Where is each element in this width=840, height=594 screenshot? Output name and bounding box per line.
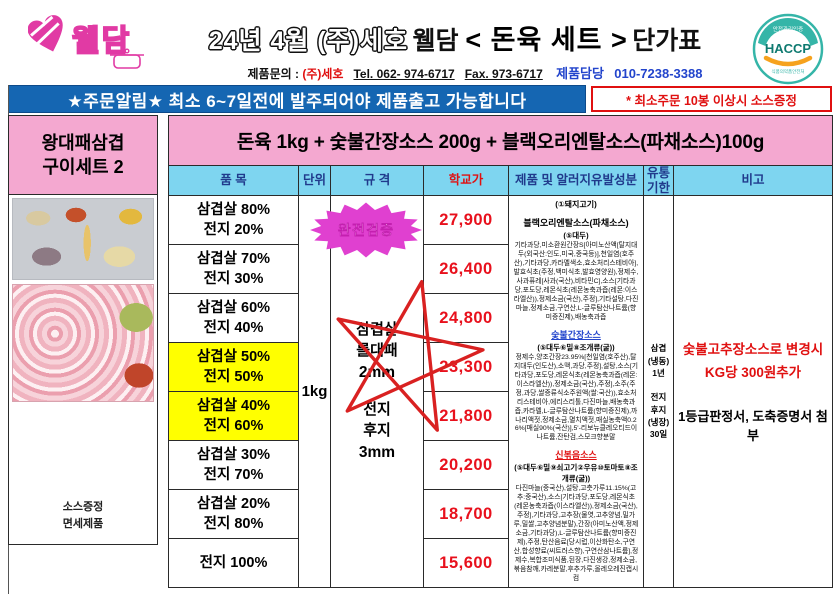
set-name-cell: 왕대패삼겹 구이세트 2: [8, 115, 158, 195]
price-table: 돈육 1kg + 숯불간장소스 200g + 블랙오리엔탈소스(파채소스)100…: [168, 115, 833, 589]
col-header-ingredients: 제품 및 알러지유발성분: [508, 165, 644, 196]
ingredients-cell: (①돼지고기) 블랙오리엔탈소스(파채소스) (⑤대두) 기타과당,미소환원간장…: [508, 194, 644, 589]
price-cell: 15,600: [423, 537, 509, 589]
item-cell: 전지 100%: [168, 537, 299, 589]
set-composition: 돈육 1kg + 숯불간장소스 200g + 블랙오리엔탈소스(파채소스)100…: [168, 115, 833, 166]
logo-pot-icon: [110, 48, 144, 69]
contact-company: (주)세호: [302, 67, 344, 81]
col-header-price: 학교가: [423, 165, 509, 196]
min-order-box: * 최소주문 10봉 이상시 소스증정: [591, 86, 832, 112]
ingredient-black-sauce-title: 블랙오리엔탈소스(파채소스): [523, 218, 629, 228]
col-header-note: 비고: [673, 165, 833, 196]
table-row: 삼겹살 70% 전지 30% 26,400: [168, 244, 833, 294]
haccp-badge: 안전관리인증 HACCP 식품의약품안전처: [752, 13, 824, 85]
title-set-name: < 돈육 세트 >: [465, 25, 628, 55]
photo-lunch-tray: [12, 198, 154, 280]
price-cell: 18,700: [423, 489, 509, 539]
min-order-text: * 최소주문 10봉 이상시 소스증정: [626, 93, 797, 108]
svg-text:식품의약품안전처: 식품의약품안전처: [771, 68, 804, 75]
table-row: 삼겹살 80% 전지 20% 1kg 삼겹살 롤대패 2mm 전지 후지 3mm …: [168, 194, 833, 589]
svg-text:HACCP: HACCP: [765, 41, 812, 56]
logo-heart-icon: [28, 15, 63, 52]
price-cell: 27,900: [423, 195, 509, 245]
note-red-text: 숯불고추장소스로 변경시 KG당 300원추가: [682, 341, 824, 380]
item-cell: 삼겹살 70% 전지 30%: [168, 244, 299, 294]
set-name-line1: 왕대패삼겹: [41, 132, 125, 153]
title-date-company: 24년 4월 (주)세호: [208, 27, 408, 55]
table-row: 전지 100% 15,600: [168, 537, 833, 589]
price-cell: 20,200: [423, 440, 509, 490]
svg-text:안전관리인증: 안전관리인증: [773, 25, 803, 33]
title-suffix: 단가표: [632, 27, 702, 55]
col-header-item: 품 목: [168, 165, 299, 196]
product-column: 왕대패삼겹 구이세트 2 소스증정 면세제품: [8, 115, 158, 545]
ingredient-new-sauce-title: 신볶음소스: [555, 450, 597, 461]
item-cell: 삼겹살 60% 전지 40%: [168, 293, 299, 343]
table-row: 삼겹살 20% 전지 80% 18,700: [168, 489, 833, 539]
unit-cell: 1kg: [298, 194, 331, 589]
photo-pork-rolls: [12, 284, 154, 402]
contact-phone: 010-7238-3388: [614, 66, 703, 81]
price-cell: 26,400: [423, 244, 509, 294]
col-header-unit: 단위: [298, 165, 331, 196]
svg-text:완전검증: 완전검증: [338, 221, 394, 239]
page-title: 24년 4월 (주)세호 웰담 < 돈육 세트 > 단가표: [150, 18, 760, 57]
shelf-life-cell: 삼겹 (냉동) 1년 전지 후지 (냉장) 30일: [643, 194, 674, 589]
item-cell: 삼겹살 80% 전지 20%: [168, 195, 299, 245]
table-row: 삼겹살 30% 전지 70% 20,200: [168, 440, 833, 490]
col-header-shelf: 유통 기한: [643, 165, 674, 196]
order-notice-text: ★주문알림★ 최소 6~7일전에 발주되어야 제품출고 가능합니다: [67, 91, 527, 111]
price-cell: 24,800: [423, 293, 509, 343]
item-cell: 삼겹살 40% 전지 60%: [168, 391, 299, 441]
contact-tel: Tel. 062- 974-6717: [353, 67, 455, 81]
set-name-line2: 구이세트 2: [42, 157, 124, 177]
product-photos-cell: 소스증정 면세제품: [8, 195, 158, 545]
weldam-logo: 웰담: [28, 15, 144, 69]
tax-note: 소스증정 면세제품: [62, 500, 104, 531]
col-header-spec: 규 격: [330, 165, 424, 196]
item-cell: 삼겹살 50% 전지 50%: [168, 342, 299, 392]
contact-fax: Fax. 973-6717: [464, 67, 543, 81]
price-cell: 23,300: [423, 342, 509, 392]
contact-manager-label: 제품담당: [556, 66, 604, 81]
ingredient-charcoal-sauce-title: 숯불간장소스: [551, 329, 601, 340]
contact-label: 제품문의 :: [247, 67, 303, 81]
note-black-text: 1등급판정서, 도축증명서 첨부: [678, 409, 828, 444]
title-brand: 웰담: [412, 27, 466, 55]
order-notice-banner: ★주문알림★ 최소 6~7일전에 발주되어야 제품출고 가능합니다: [8, 85, 586, 113]
note-cell: 숯불고추장소스로 변경시 KG당 300원추가 1등급판정서, 도축증명서 첨부: [673, 194, 833, 589]
verified-stamp: 완전검증: [310, 202, 422, 258]
price-cell: 21,800: [423, 391, 509, 441]
contact-line: 제품문의 : (주)세호 Tel. 062- 974-6717 Fax. 973…: [240, 63, 710, 82]
item-cell: 삼겹살 20% 전지 80%: [168, 489, 299, 539]
item-cell: 삼겹살 30% 전지 70%: [168, 440, 299, 490]
ingredient-pork: (①돼지고기): [555, 200, 597, 209]
svg-text:웰담: 웰담: [72, 25, 131, 58]
